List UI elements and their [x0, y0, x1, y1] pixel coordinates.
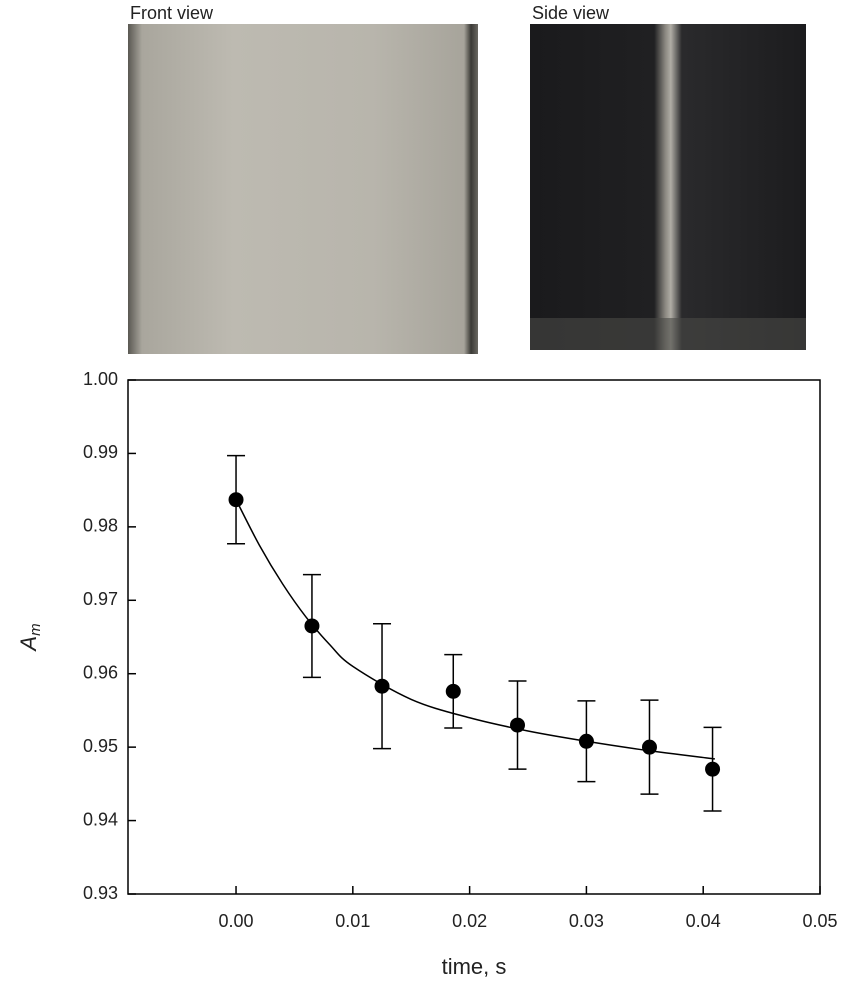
data-point: [304, 618, 320, 634]
data-point: [510, 717, 526, 733]
y-tick-label: 0.99: [83, 442, 118, 462]
y-tick-label: 0.94: [83, 809, 118, 829]
x-tick-label: 0.00: [219, 911, 254, 931]
y-tick-label: 0.97: [83, 589, 118, 609]
y-tick-label: 0.96: [83, 662, 118, 682]
x-tick-label: 0.04: [686, 911, 721, 931]
x-tick-label: 0.01: [335, 911, 370, 931]
x-tick-label: 0.03: [569, 911, 604, 931]
front-view-photo: [128, 24, 478, 354]
data-point: [641, 739, 657, 755]
data-point: [374, 678, 390, 694]
data-point: [228, 492, 244, 508]
y-tick-label: 1.00: [83, 369, 118, 389]
y-axis-title-subscript: m: [27, 623, 44, 636]
data-point: [705, 761, 721, 777]
y-tick-label: 0.93: [83, 883, 118, 903]
y-axis-title-main: A: [16, 636, 41, 653]
y-axis-title: Am: [16, 623, 44, 652]
y-tick-label: 0.95: [83, 736, 118, 756]
y-tick-label: 0.98: [83, 516, 118, 536]
photo-label: Side view: [532, 3, 610, 23]
x-tick-label: 0.05: [802, 911, 837, 931]
data-point: [445, 683, 461, 699]
data-point: [578, 733, 594, 749]
photo-label: Front view: [130, 3, 214, 23]
x-axis-title: time, s: [442, 954, 507, 979]
side-view-photo: [530, 24, 806, 350]
side-view-base: [530, 318, 806, 350]
plot-frame: [127, 379, 821, 895]
x-tick-label: 0.02: [452, 911, 487, 931]
